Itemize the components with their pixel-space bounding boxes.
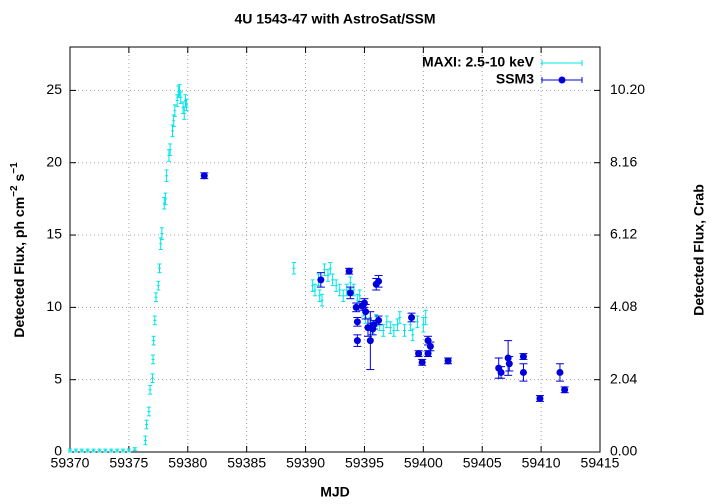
- y2-tick-label: 4.08: [610, 298, 637, 314]
- x-tick-label: 59410: [522, 455, 561, 471]
- y-label-text: s: [11, 174, 27, 186]
- y-axis-label: Detected Flux, ph cm−2 s−1: [9, 162, 27, 338]
- y-tick-label: 10: [46, 298, 62, 314]
- x-tick-label: 59395: [345, 455, 384, 471]
- data-point: [497, 368, 505, 376]
- y-label-sup: −1: [9, 162, 20, 174]
- legend-label: SSM3: [496, 71, 534, 87]
- data-point: [426, 342, 434, 350]
- data-point: [505, 360, 513, 368]
- data-point: [360, 299, 368, 307]
- data-point: [353, 318, 361, 326]
- data-point: [375, 277, 383, 285]
- legend-label: MAXI: 2.5-10 keV: [422, 54, 535, 70]
- data-point: [536, 394, 544, 402]
- legend-swatch: [558, 76, 566, 84]
- data-point: [424, 350, 432, 358]
- x-axis-label: MJD: [320, 484, 350, 500]
- data-point: [418, 358, 426, 366]
- data-point: [519, 368, 527, 376]
- x-tick-label: 59385: [227, 455, 266, 471]
- x-tick-label: 59415: [581, 455, 620, 471]
- y2-tick-label: 8.16: [610, 153, 637, 169]
- x-tick-label: 59400: [404, 455, 443, 471]
- data-point: [346, 289, 354, 297]
- data-point: [345, 267, 353, 275]
- x-tick-label: 59390: [286, 455, 325, 471]
- y-label-sup: −2: [9, 185, 20, 197]
- data-point: [375, 316, 383, 324]
- data-point: [353, 337, 361, 345]
- data-point: [556, 368, 564, 376]
- data-point: [444, 357, 452, 365]
- y-tick-label: 5: [54, 370, 62, 386]
- data-point: [366, 337, 374, 345]
- y-tick-label: 15: [46, 226, 62, 242]
- data-point: [317, 276, 325, 284]
- data-point: [370, 321, 378, 329]
- y-tick-label: 0: [54, 443, 62, 459]
- chart-title: 4U 1543-47 with AstroSat/SSM: [235, 11, 436, 27]
- x-tick-label: 59380: [168, 455, 207, 471]
- data-point: [519, 353, 527, 361]
- y2-tick-label: 2.04: [610, 370, 637, 386]
- y2-tick-label: 0.00: [610, 443, 637, 459]
- data-point: [352, 303, 360, 311]
- y2-axis-label: Detected Flux, Crab: [691, 184, 707, 315]
- x-tick-label: 59375: [109, 455, 148, 471]
- data-point: [415, 350, 423, 358]
- data-point: [362, 308, 370, 316]
- y-tick-label: 25: [46, 81, 62, 97]
- data-point: [504, 354, 512, 362]
- x-tick-label: 59405: [463, 455, 502, 471]
- data-point: [200, 172, 208, 180]
- y-tick-label: 20: [46, 153, 62, 169]
- plot-frame: [69, 46, 601, 453]
- y-label-text: Detected Flux, ph cm: [11, 197, 27, 338]
- data-point: [408, 313, 416, 321]
- y2-tick-label: 6.12: [610, 226, 637, 242]
- y2-tick-label: 10.20: [610, 81, 645, 97]
- x-tick-label: 59370: [51, 455, 90, 471]
- data-point: [561, 386, 569, 394]
